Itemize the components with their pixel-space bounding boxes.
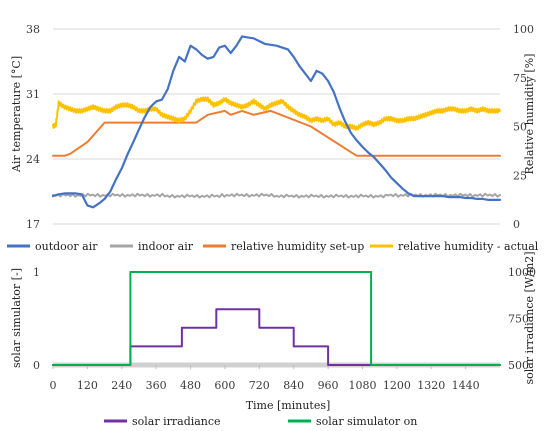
x-tick-label: 0 (50, 379, 57, 392)
solar-simulator-on-line (52, 271, 501, 366)
x-tick-label: 480 (180, 379, 201, 392)
bottom-right-tick-label: 500 (508, 359, 529, 372)
bottom-legend: solar irradiance solar simulator on (104, 415, 417, 428)
bottom-right-axis-label: solar irradiance [W/m2] (523, 251, 536, 384)
top-legend: outdoor air indoor air relative humidity… (7, 240, 539, 253)
x-tick-label: 240 (111, 379, 132, 392)
legend-indoor-air: indoor air (138, 240, 194, 253)
x-tick-label: 960 (318, 379, 339, 392)
top-right-tick-label: 25 (513, 169, 527, 182)
x-tick-label: 1200 (383, 379, 411, 392)
legend-rh-setup: relative humidity set-up (231, 240, 364, 253)
x-tick-label: 1440 (452, 379, 480, 392)
top-right-axis-label: Relative humidity [%] (523, 54, 536, 175)
indoor-air-line (52, 192, 501, 199)
legend-solar-irradiance: solar irradiance (132, 415, 221, 428)
x-tick-label: 360 (146, 379, 167, 392)
top-left-tick-label: 24 (26, 153, 40, 166)
bottom-right-tick-label: 1000 (508, 266, 536, 279)
x-tick-label: 600 (214, 379, 235, 392)
bottom-right-tick-label: 750 (508, 313, 529, 326)
top-right-tick-label: 50 (513, 121, 527, 134)
rh-setup-line (52, 109, 501, 157)
legend-solar-simulator-on: solar simulator on (316, 415, 417, 428)
solar-irradiance-line (52, 308, 501, 366)
top-left-tick-label: 38 (26, 23, 40, 36)
bottom-left-tick-label: 1 (33, 266, 40, 279)
legend-outdoor-air: outdoor air (35, 240, 98, 253)
solar-panel: 500 750 1000 0 1 0 120 240 360 480 600 720 840 960 108… (10, 251, 536, 412)
x-tick-label: 840 (283, 379, 304, 392)
rh-actual-line (52, 96, 501, 131)
top-right-tick-label: 0 (513, 218, 520, 231)
top-left-axis-label: Air temperature [°C] (10, 56, 23, 173)
top-left-tick-label: 17 (26, 218, 40, 231)
x-tick-label: 1320 (417, 379, 445, 392)
bottom-left-tick-label: 0 (33, 359, 40, 372)
x-tick-label: 1080 (348, 379, 376, 392)
x-tick-label: 120 (77, 379, 98, 392)
bottom-left-axis-label: solar simulator [-] (10, 268, 23, 368)
legend-rh-actual: relative humidity - actual (398, 240, 539, 253)
x-axis-label: Time [minutes] (246, 399, 331, 412)
outdoor-air-line (51, 35, 502, 209)
top-left-tick-label: 31 (26, 88, 40, 101)
top-right-tick-label: 75 (513, 72, 527, 85)
x-tick-label: 720 (249, 379, 270, 392)
top-right-tick-label: 100 (513, 23, 534, 36)
